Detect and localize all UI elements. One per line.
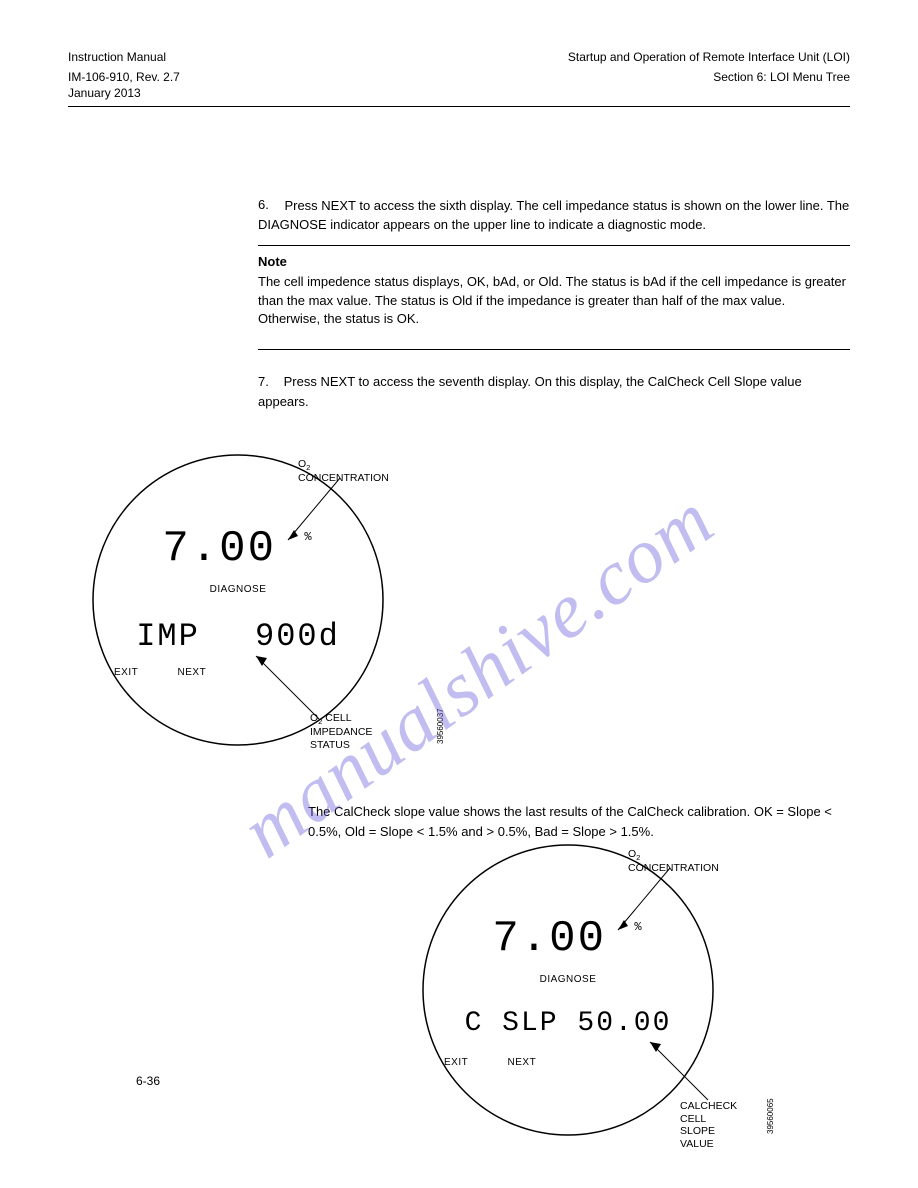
dial-2-cb-l2: SLOPE VALUE <box>680 1125 715 1150</box>
step-6-text: Press NEXT to access the sixth display. … <box>258 198 849 232</box>
dial-1-callout-bottom: O2 CELL IMPEDANCE STATUS <box>310 712 388 751</box>
header-right-1: Startup and Operation of Remote Interfac… <box>568 50 850 64</box>
header-section: Section 6: LOI Menu Tree <box>713 70 850 84</box>
header-row-1: Instruction Manual Startup and Operation… <box>68 50 850 64</box>
para-slope: The CalCheck slope value shows the last … <box>308 802 850 841</box>
dial-1-lower-left: IMP <box>136 618 200 655</box>
header-left: Instruction Manual <box>68 50 166 64</box>
dial-2-next: NEXT <box>508 1057 537 1068</box>
dial-1-top-value: 7.00 <box>162 524 276 574</box>
header-date: January 2013 <box>68 86 141 100</box>
header-row-2: IM-106-910, Rev. 2.7 Section 6: LOI Menu… <box>68 70 850 84</box>
step-7: 7. Press NEXT to access the seventh disp… <box>258 372 850 412</box>
dial-2-lower: C SLP 50.00 <box>418 1008 718 1039</box>
note-box: Note The cell impedence status displays,… <box>258 245 850 351</box>
para-slope-text: The CalCheck slope value shows the last … <box>308 804 832 839</box>
dial-2-callout-bottom: CALCHECK CELL SLOPE VALUE <box>680 1100 737 1150</box>
header-row-3: January 2013 <box>68 86 850 100</box>
dial-1-top-readout: 7.00 % <box>88 524 388 574</box>
dial-1-lower-right: 900d <box>255 618 340 655</box>
dial-1-next: NEXT <box>178 667 207 678</box>
dial-1-lower: IMP 900d <box>88 618 388 655</box>
step-7-num: 7. <box>258 372 280 392</box>
dial-2-lower-text: C SLP 50.00 <box>465 1008 672 1039</box>
header-model: IM-106-910, Rev. 2.7 <box>68 70 180 84</box>
dial-1-buttons: EXIT NEXT <box>114 667 206 678</box>
dial-1-exit: EXIT <box>114 667 138 678</box>
dial-1-imgid: 39560037 <box>436 708 445 744</box>
dial-2: 7.00 % DIAGNOSE C SLP 50.00 EXIT NEXT O2… <box>418 840 718 1140</box>
dial-1-cb-l1: CELL <box>325 712 351 724</box>
step-7-text: Press NEXT to access the seventh display… <box>258 374 802 409</box>
header-rule <box>68 106 850 107</box>
note-text: The cell impedence status displays, OK, … <box>258 273 850 330</box>
dial-1-cb-l2: IMPEDANCE STATUS <box>310 726 372 751</box>
dial-2-diagnose: DIAGNOSE <box>418 974 718 985</box>
dial-1: 7.00 % DIAGNOSE IMP 900d EXIT NEXT O2 CO… <box>88 450 388 750</box>
dial-1-content: 7.00 % DIAGNOSE IMP 900d EXIT NEXT <box>88 450 388 750</box>
dial-2-imgid: 39560065 <box>766 1098 775 1134</box>
dial-1-callout-top: O2 CONCENTRATION <box>298 458 389 485</box>
dial-2-callout-top-text: CONCENTRATION <box>628 862 719 874</box>
dial-2-exit: EXIT <box>444 1057 468 1068</box>
dial-2-top-value: 7.00 <box>492 914 606 964</box>
dial-2-pct: % <box>634 920 643 934</box>
footer-page: 6-36 <box>136 1074 160 1088</box>
dial-1-diagnose: DIAGNOSE <box>88 584 388 595</box>
dial-2-top-readout: 7.00 % <box>418 914 718 964</box>
page: Instruction Manual Startup and Operation… <box>0 0 918 1188</box>
step-6: 6. Press NEXT to access the sixth displa… <box>258 197 850 235</box>
body-row-1: 6. Press NEXT to access the sixth displa… <box>68 197 850 426</box>
dial-2-callout-top: O2 CONCENTRATION <box>628 848 719 875</box>
dial-1-pct: % <box>304 530 313 544</box>
note-label: Note <box>258 254 850 269</box>
dial-2-buttons: EXIT NEXT <box>444 1057 536 1068</box>
dial-1-callout-top-text: CONCENTRATION <box>298 472 389 484</box>
step-6-num: 6. <box>258 197 280 212</box>
footer: 6-36 <box>136 1074 782 1088</box>
dial-2-content: 7.00 % DIAGNOSE C SLP 50.00 EXIT NEXT <box>418 840 718 1140</box>
page-inner: Instruction Manual Startup and Operation… <box>68 50 850 1128</box>
dial-2-cb-l1: CALCHECK CELL <box>680 1100 737 1125</box>
